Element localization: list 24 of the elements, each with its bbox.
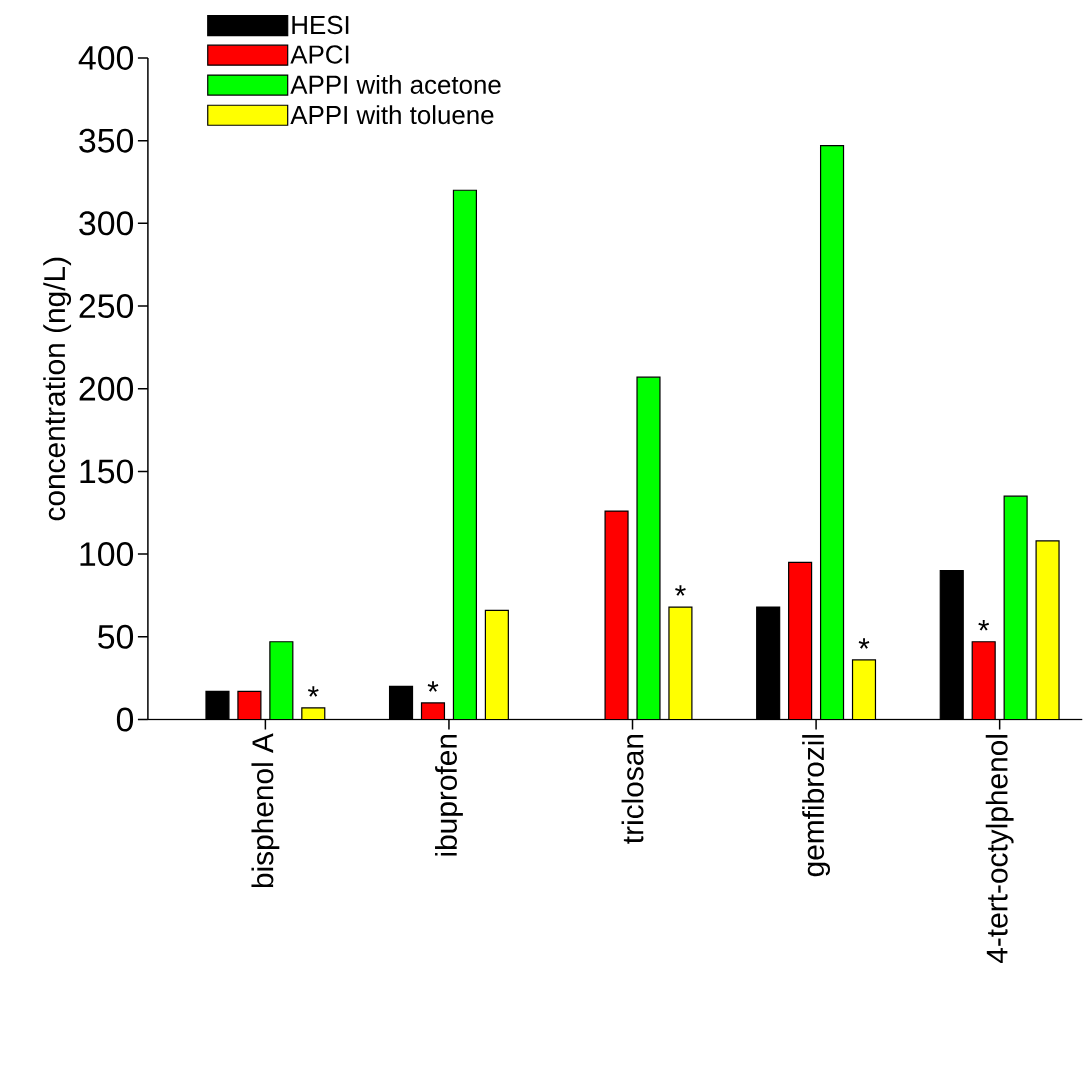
y-tick-label: 150: [80, 459, 134, 484]
x-tick-label: 4-tert-octylphenol: [985, 734, 1014, 963]
annotation: *: [675, 585, 686, 596]
legend-label: APPI with acetone: [290, 74, 501, 94]
annotation: *: [978, 619, 990, 631]
legend-label: APCI: [290, 45, 349, 64]
annotation: *: [427, 681, 439, 692]
x-tick-label: ibuprofen: [435, 734, 463, 856]
y-tick-label: 400: [78, 45, 134, 70]
y-tick-label: 200: [79, 376, 134, 401]
y-tick-label: 300: [79, 211, 134, 236]
x-tick-label: gemfibrozil: [802, 734, 831, 877]
x-tick-label: bisphenol A: [251, 733, 280, 888]
legend-label: APPI with toluene: [290, 105, 494, 125]
y-axis-title: concentration (ng/L): [43, 257, 72, 521]
annotation: *: [307, 686, 319, 697]
y-tick-label: 100: [80, 542, 134, 566]
annotation: *: [858, 638, 870, 649]
y-tick-label: 350: [79, 128, 134, 153]
legend-label: HESI: [292, 15, 349, 35]
y-tick-label: 50: [98, 624, 134, 649]
y-tick-label: 250: [79, 293, 134, 318]
y-tick-label: 0: [116, 707, 134, 732]
x-tick-label: triclosan: [621, 734, 644, 844]
